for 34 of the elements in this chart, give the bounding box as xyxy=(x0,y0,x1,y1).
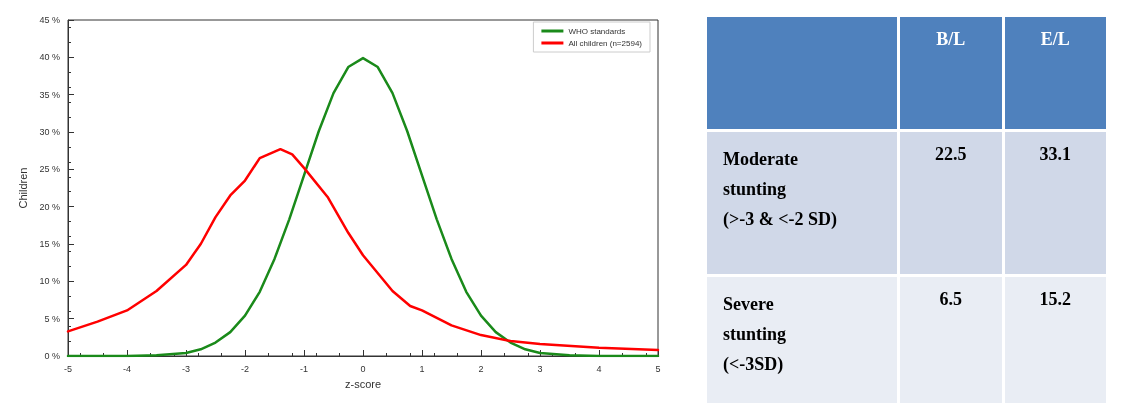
x-tick-label: -2 xyxy=(240,363,250,374)
x-tick-label: -4 xyxy=(122,363,132,374)
series-label: Moderate stunting (>-3 & <-2 SD) xyxy=(722,148,838,231)
x-tick-label: 4 xyxy=(596,363,602,374)
x-tick-label: 5 xyxy=(655,363,661,374)
x-tick-label: 3 xyxy=(537,363,543,374)
y-tick-label: 15 % xyxy=(39,239,60,249)
series-label: Severe stunting (<-3SD) xyxy=(722,293,788,376)
legend-label: WHO standards xyxy=(568,26,626,36)
y-tick-label: 20 % xyxy=(39,201,60,212)
x-tick-label: 1 xyxy=(419,363,425,374)
y-tick-label: 30 % xyxy=(39,127,60,137)
data-label: 33.1 xyxy=(1038,143,1072,166)
x-tick-label: -5 xyxy=(63,363,73,374)
x-tick-label: -3 xyxy=(181,363,191,374)
line-series xyxy=(66,147,660,352)
y-tick-label: 0 % xyxy=(44,351,60,361)
y-tick-label: 40 % xyxy=(39,52,60,63)
data-label: 6.5 xyxy=(938,288,963,311)
x-tick-label: 0 xyxy=(360,363,366,374)
category-label: B/L xyxy=(935,28,967,51)
y-tick-label: 25 % xyxy=(39,164,60,175)
y-tick-label: 10 % xyxy=(39,276,60,287)
y-axis-title: Children xyxy=(17,167,30,209)
category-label: E/L xyxy=(1039,28,1071,51)
y-tick-label: 5 % xyxy=(44,313,60,324)
y-tick-label: 35 % xyxy=(39,89,60,100)
x-tick-label: -1 xyxy=(299,363,309,374)
x-axis-title: z-score xyxy=(344,377,382,390)
x-tick-label: 2 xyxy=(478,363,484,374)
data-label: 15.2 xyxy=(1038,288,1072,311)
legend-label: All children (n=2594) xyxy=(568,38,643,48)
data-label: 22.5 xyxy=(934,143,968,166)
y-tick-label: 45 % xyxy=(39,15,60,25)
